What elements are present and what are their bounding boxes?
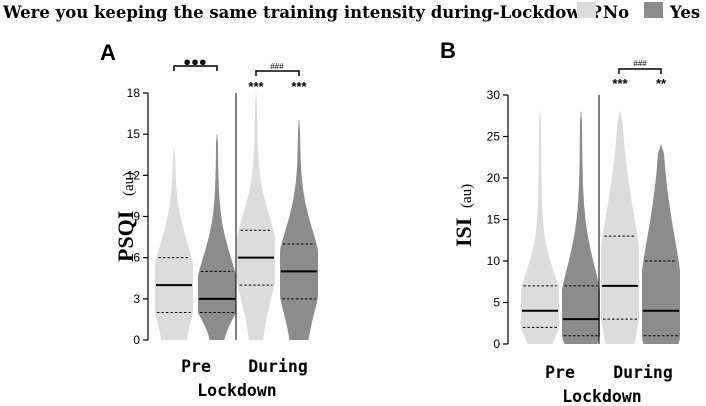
panel-b-ylabel: ISI bbox=[451, 218, 476, 247]
panel-b-y-tick-label: 25 bbox=[487, 130, 501, 144]
legend-swatch-no bbox=[577, 2, 596, 18]
legend-label-yes: Yes bbox=[669, 3, 700, 22]
panel-b-y-tick-label: 30 bbox=[487, 88, 501, 102]
panel-a-during-bracket-hash: ### bbox=[270, 62, 284, 71]
panel-b-xlabel: Lockdown bbox=[562, 387, 641, 406]
panel-a-y-tick-label: 12 bbox=[127, 168, 141, 182]
panel-b: B 0 5 10 15 20 25 30 ISI (au) Pre During Lockd… bbox=[440, 38, 680, 406]
panel-b-violin-pre-yes bbox=[562, 111, 600, 344]
panel-a-y-tick-label: 6 bbox=[133, 251, 140, 265]
panel-a-y-tick-label: 0 bbox=[133, 333, 140, 347]
panel-b-y-tick-label: 5 bbox=[493, 296, 500, 310]
panel-a-letter: A bbox=[100, 40, 116, 65]
panel-b-during-bracket bbox=[618, 68, 662, 74]
panel-a-during-no-sig: *** bbox=[248, 79, 264, 94]
panel-b-y-tick-label: 15 bbox=[487, 213, 501, 227]
panel-a-pre-bracket bbox=[173, 65, 218, 71]
panel-a-xlabel: Lockdown bbox=[197, 381, 276, 400]
panel-b-xcat-pre: Pre bbox=[545, 363, 575, 382]
panel-a-xcat-pre: Pre bbox=[181, 357, 211, 376]
panel-b-during-yes-sig: ** bbox=[656, 76, 667, 91]
figure-title: Were you keeping the same training inten… bbox=[2, 3, 602, 22]
panel-a-y-tick-label: 3 bbox=[133, 292, 140, 306]
panel-b-violin-pre-no bbox=[521, 111, 559, 344]
panel-a-violin-during-no bbox=[237, 93, 275, 340]
panel-a-violin-during-yes bbox=[280, 120, 318, 341]
panel-a-y-tick-label: 18 bbox=[127, 86, 141, 100]
panel-b-y-tick-label: 10 bbox=[487, 254, 501, 268]
panel-b-xcat-during: During bbox=[613, 363, 673, 382]
panel-b-ylabel-unit: (au) bbox=[459, 184, 475, 208]
panel-a-violin-pre-yes bbox=[198, 134, 236, 340]
panel-a-ylabel: PSQI bbox=[113, 211, 138, 262]
legend-label-no: No bbox=[603, 3, 629, 22]
panel-a-pre-bracket-dots: ●●● bbox=[183, 54, 207, 69]
panel-b-y-tick-label: 0 bbox=[493, 337, 500, 351]
panel-a: A 0 3 6 9 12 15 18 PSQI (au) Pre During Lockdo… bbox=[100, 40, 318, 400]
panel-a-y-tick-label: 9 bbox=[133, 210, 140, 224]
panel-b-violin-during-no bbox=[601, 111, 639, 344]
panel-b-during-bracket-hash: ### bbox=[633, 59, 647, 68]
panel-a-ylabel-unit: (au) bbox=[121, 172, 137, 196]
legend: No Yes bbox=[577, 2, 700, 22]
panel-a-y-tick-label: 15 bbox=[127, 127, 141, 141]
panel-b-y-axis: 0 5 10 15 20 25 30 bbox=[487, 88, 509, 351]
panel-a-during-yes-sig: *** bbox=[291, 79, 307, 94]
panel-b-letter: B bbox=[440, 38, 456, 63]
panel-a-xcat-during: During bbox=[248, 357, 308, 376]
panel-a-during-bracket bbox=[255, 70, 300, 76]
panel-b-violin-during-yes bbox=[642, 144, 680, 344]
panel-a-violins bbox=[155, 93, 318, 341]
panel-a-violin-pre-no bbox=[155, 147, 193, 340]
panel-b-during-no-sig: *** bbox=[612, 76, 628, 91]
panel-b-y-tick-label: 20 bbox=[487, 171, 501, 185]
legend-swatch-yes bbox=[644, 2, 663, 18]
panel-a-y-axis: 0 3 6 9 12 15 18 bbox=[127, 86, 149, 347]
panel-b-violins bbox=[521, 111, 680, 344]
